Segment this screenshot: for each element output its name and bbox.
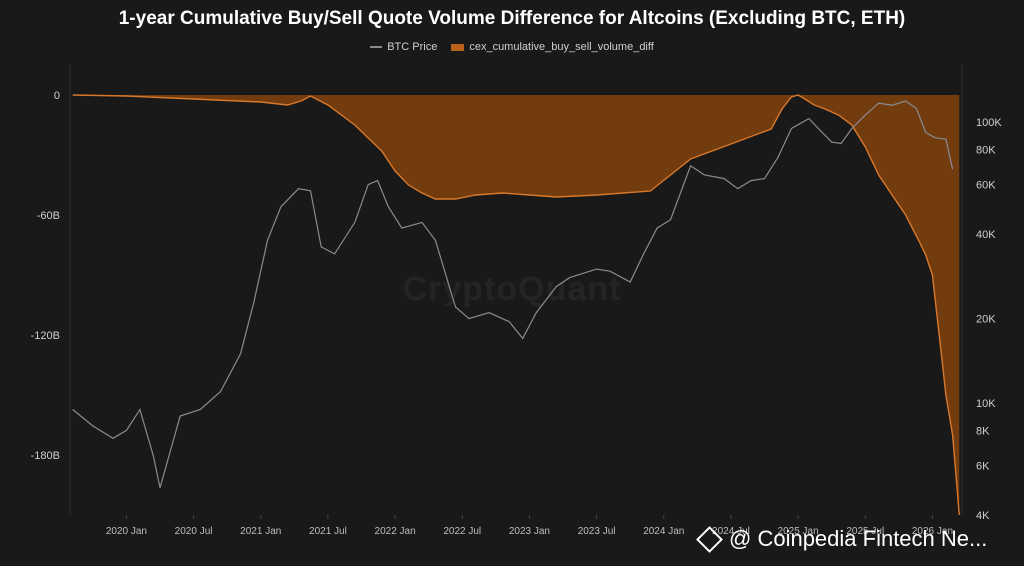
x-tick-label: 2023 Jul: [578, 526, 616, 537]
x-tick-label: 2024 Jul: [712, 526, 750, 537]
binance-logo-icon: [696, 525, 723, 553]
y-right-tick-label: 6K: [976, 461, 990, 473]
x-tick-label: 2023 Jan: [509, 526, 550, 537]
y-right-tick-label: 60K: [976, 180, 996, 192]
y-right-tick-label: 4K: [976, 510, 990, 522]
volume-diff-line: [72, 94, 960, 516]
legend-swatch-btc-price: [370, 46, 383, 48]
x-tick-label: 2022 Jul: [443, 526, 481, 537]
chart-title: 1-year Cumulative Buy/Sell Quote Volume …: [118, 8, 906, 29]
legend-item-volume-diff[interactable]: cex_cumulative_buy_sell_volume_diff: [451, 41, 654, 53]
x-tick-label: 2026 Jan: [912, 526, 953, 537]
volume-diff-area: [72, 95, 960, 515]
legend-item-btc-price[interactable]: BTC Price: [370, 41, 437, 53]
x-tick-label: 2020 Jan: [106, 526, 147, 537]
y-right-tick-label: 10K: [976, 398, 996, 410]
y-right-tick-label: 100K: [976, 117, 1002, 129]
btc-price-line: [72, 100, 954, 488]
y-left-tick-label: 0: [54, 90, 60, 102]
x-tick-label: 2020 Jul: [175, 526, 213, 537]
y-left-tick-label: -60B: [37, 210, 60, 222]
y-right-tick-label: 8K: [976, 425, 990, 437]
source-watermark: @ Coinpedia Fintech Ne...: [696, 525, 988, 553]
x-tick-label: 2025 Jan: [778, 526, 819, 537]
legend-label-volume-diff: cex_cumulative_buy_sell_volume_diff: [469, 41, 654, 53]
y-right-tick-label: 80K: [976, 144, 996, 156]
legend-swatch-volume-diff: [451, 43, 465, 51]
y-left-tick-label: -180B: [31, 450, 60, 462]
faint-watermark: CryptoQuant: [402, 270, 622, 308]
x-tick-label: 2025 Jul: [846, 526, 884, 537]
x-tick-label: 2021 Jul: [309, 526, 347, 537]
chart-legend: BTC Price cex_cumulative_buy_sell_volume…: [0, 41, 1024, 53]
source-watermark-text: @ Coinpedia Fintech Ne...: [729, 526, 988, 551]
x-tick-label: 2022 Jan: [375, 526, 416, 537]
legend-label-btc-price: BTC Price: [387, 41, 438, 53]
y-right-tick-label: 40K: [976, 229, 996, 241]
x-tick-label: 2021 Jan: [240, 526, 281, 537]
y-left-tick-label: -120B: [31, 330, 60, 342]
y-right-tick-label: 20K: [976, 314, 996, 326]
x-tick-label: 2024 Jan: [643, 526, 684, 537]
